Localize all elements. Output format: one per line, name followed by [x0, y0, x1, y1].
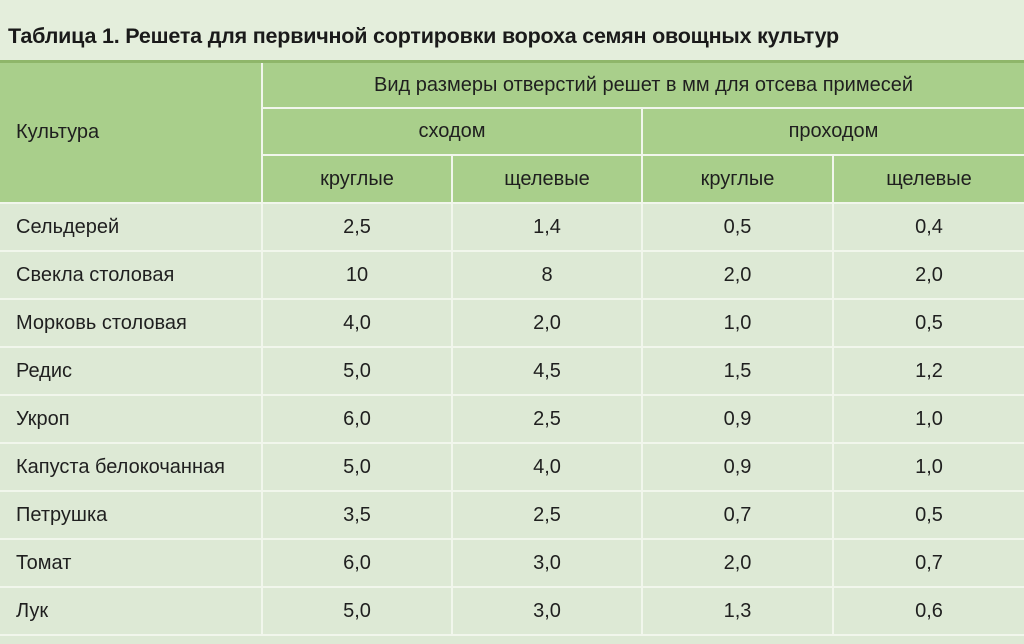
value-cell: 8 — [451, 251, 643, 300]
culture-name: Сельдерей — [0, 203, 263, 252]
sieve-table: Культура Вид размеры отверстий решет в м… — [0, 63, 1024, 636]
value-cell: 2,0 — [641, 539, 834, 588]
table-row: Петрушка 3,5 2,5 0,7 0,5 — [0, 491, 1024, 540]
value-cell: 2,5 — [261, 203, 453, 252]
value-cell: 1,0 — [831, 443, 1024, 492]
value-cell: 4,0 — [261, 299, 453, 348]
value-cell: 4,5 — [451, 347, 643, 396]
value-cell: 4,0 — [451, 443, 643, 492]
value-cell: 2,5 — [451, 491, 643, 540]
table-header: Культура Вид размеры отверстий решет в м… — [0, 63, 1024, 204]
culture-name: Морковь столовая — [0, 299, 263, 348]
value-cell: 1,3 — [641, 587, 834, 636]
culture-name: Укроп — [0, 395, 263, 444]
table-row: Морковь столовая 4,0 2,0 1,0 0,5 — [0, 299, 1024, 348]
header-overflow: сходом — [261, 107, 643, 156]
value-cell: 3,0 — [451, 587, 643, 636]
culture-name: Капуста белокочанная — [0, 443, 263, 492]
header-through-slot: щелевые — [831, 154, 1024, 204]
header-through: проходом — [640, 107, 1024, 156]
culture-name: Свекла столовая — [0, 251, 263, 300]
value-cell: 0,5 — [831, 491, 1024, 540]
header-culture: Культура — [0, 63, 263, 204]
value-cell: 0,7 — [641, 491, 834, 540]
table-row: Редис 5,0 4,5 1,5 1,2 — [0, 347, 1024, 396]
table-title: Таблица 1. Решета для первичной сортиров… — [0, 0, 1024, 62]
value-cell: 0,5 — [831, 299, 1024, 348]
value-cell: 6,0 — [261, 539, 453, 588]
value-cell: 1,0 — [641, 299, 834, 348]
culture-name: Петрушка — [0, 491, 263, 540]
value-cell: 5,0 — [261, 347, 453, 396]
table-row: Сельдерей 2,5 1,4 0,5 0,4 — [0, 203, 1024, 252]
value-cell: 0,5 — [641, 203, 834, 252]
value-cell: 2,0 — [451, 299, 643, 348]
table-row: Лук 5,0 3,0 1,3 0,6 — [0, 587, 1024, 636]
table-row: Свекла столовая 10 8 2,0 2,0 — [0, 251, 1024, 300]
value-cell: 5,0 — [261, 587, 453, 636]
value-cell: 0,9 — [641, 443, 834, 492]
value-cell: 2,0 — [641, 251, 834, 300]
title-divider — [0, 60, 1024, 63]
value-cell: 0,7 — [831, 539, 1024, 588]
table-row: Капуста белокочанная 5,0 4,0 0,9 1,0 — [0, 443, 1024, 492]
value-cell: 1,5 — [641, 347, 834, 396]
culture-name: Редис — [0, 347, 263, 396]
value-cell: 2,5 — [451, 395, 643, 444]
value-cell: 0,9 — [641, 395, 834, 444]
header-overflow-round: круглые — [261, 154, 453, 204]
value-cell: 0,4 — [831, 203, 1024, 252]
value-cell: 10 — [261, 251, 453, 300]
header-overflow-slot: щелевые — [451, 154, 643, 204]
value-cell: 3,0 — [451, 539, 643, 588]
value-cell: 1,0 — [831, 395, 1024, 444]
header-through-round: круглые — [641, 154, 834, 204]
culture-name: Томат — [0, 539, 263, 588]
culture-name: Лук — [0, 587, 263, 636]
value-cell: 3,5 — [261, 491, 453, 540]
value-cell: 1,2 — [831, 347, 1024, 396]
table-row: Укроп 6,0 2,5 0,9 1,0 — [0, 395, 1024, 444]
value-cell: 0,6 — [831, 587, 1024, 636]
value-cell: 1,4 — [451, 203, 643, 252]
table-body: Сельдерей 2,5 1,4 0,5 0,4 Свекла столова… — [0, 203, 1024, 636]
value-cell: 5,0 — [261, 443, 453, 492]
value-cell: 6,0 — [261, 395, 453, 444]
table-row: Томат 6,0 3,0 2,0 0,7 — [0, 539, 1024, 588]
header-sieve-sizes: Вид размеры отверстий решет в мм для отс… — [260, 63, 1024, 109]
value-cell: 2,0 — [831, 251, 1024, 300]
